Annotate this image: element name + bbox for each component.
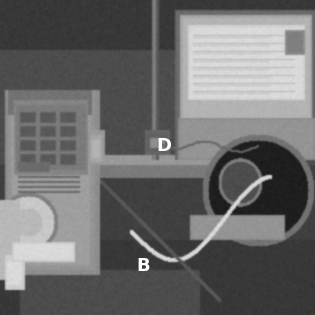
Text: D: D <box>156 137 171 156</box>
Text: B: B <box>136 257 150 275</box>
